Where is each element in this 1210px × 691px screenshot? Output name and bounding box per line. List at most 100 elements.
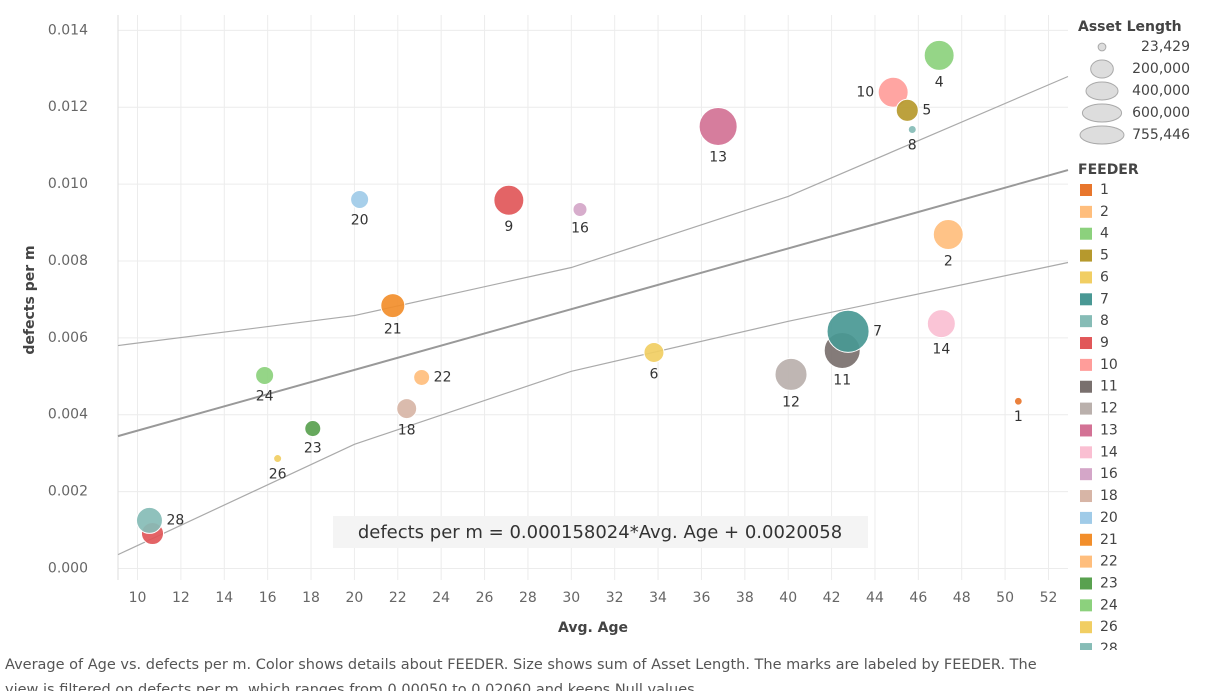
point-label: 4 bbox=[935, 74, 944, 90]
legend-label: 21 bbox=[1100, 532, 1118, 548]
x-tick-label: 24 bbox=[432, 590, 450, 606]
point-label: 9 bbox=[504, 219, 513, 235]
data-point bbox=[350, 189, 370, 210]
legend-swatch bbox=[1080, 490, 1092, 503]
data-point bbox=[932, 218, 964, 250]
legend-label: 24 bbox=[1100, 597, 1118, 613]
size-legend-label: 400,000 bbox=[1132, 83, 1190, 99]
data-point bbox=[396, 398, 418, 420]
y-tick-label: 0.004 bbox=[48, 407, 88, 423]
x-tick-label: 30 bbox=[562, 590, 580, 606]
y-tick-label: 0.008 bbox=[48, 253, 88, 269]
x-tick-label: 42 bbox=[823, 590, 841, 606]
y-tick-label: 0.000 bbox=[48, 560, 88, 576]
data-point bbox=[135, 506, 163, 534]
data-point bbox=[1013, 396, 1023, 406]
data-point bbox=[923, 39, 955, 71]
trend-line bbox=[117, 169, 1069, 438]
legend-label: 5 bbox=[1100, 248, 1109, 264]
point-label: 7 bbox=[873, 323, 882, 339]
size-legend-label: 23,429 bbox=[1141, 39, 1190, 55]
y-tick-label: 0.002 bbox=[48, 484, 88, 500]
legend-swatch bbox=[1080, 621, 1092, 634]
legend-swatch bbox=[1080, 599, 1092, 612]
annotation-box bbox=[333, 516, 868, 548]
point-label: 12 bbox=[782, 394, 800, 410]
x-tick-label: 22 bbox=[389, 590, 407, 606]
legend-title: Asset Length bbox=[1078, 19, 1182, 35]
legend-swatch bbox=[1080, 424, 1092, 437]
x-tick-label: 14 bbox=[215, 590, 233, 606]
size-legend-label: 200,000 bbox=[1132, 61, 1190, 77]
x-tick-label: 46 bbox=[909, 590, 927, 606]
legend-swatch bbox=[1080, 315, 1092, 328]
legend-label: 6 bbox=[1100, 269, 1109, 285]
legend-swatch bbox=[1080, 271, 1092, 284]
point-label: 18 bbox=[398, 423, 416, 439]
legend-label: 2 bbox=[1100, 204, 1109, 220]
point-label: 8 bbox=[908, 138, 917, 154]
data-point bbox=[926, 309, 956, 339]
x-axis-title: Avg. Age bbox=[558, 620, 628, 636]
legend-swatch bbox=[1080, 468, 1092, 481]
legend-label: 8 bbox=[1100, 313, 1109, 329]
y-axis-title: defects per m bbox=[22, 245, 38, 354]
chart: 0.000 0.002 0.004 0.006 0.008 0.010 0.012 0.014… bbox=[22, 15, 1190, 650]
point-label: 28 bbox=[166, 512, 184, 528]
legend-label: 7 bbox=[1100, 291, 1109, 307]
data-point bbox=[698, 106, 738, 146]
data-point bbox=[877, 76, 909, 108]
x-tick-label: 28 bbox=[519, 590, 537, 606]
size-legend-mark bbox=[1090, 59, 1114, 79]
legend-label: 10 bbox=[1100, 357, 1118, 373]
legend-swatch bbox=[1080, 446, 1092, 459]
data-point bbox=[413, 368, 431, 386]
size-legend-mark bbox=[1085, 81, 1119, 101]
x-tick-label: 18 bbox=[302, 590, 320, 606]
x-tick-label: 44 bbox=[866, 590, 884, 606]
size-legend-mark bbox=[1097, 42, 1107, 52]
point-label: 26 bbox=[269, 467, 287, 483]
x-tick-label: 32 bbox=[606, 590, 624, 606]
legend-label: 16 bbox=[1100, 466, 1118, 482]
legend-swatch bbox=[1080, 249, 1092, 262]
legend-label: 18 bbox=[1100, 488, 1118, 504]
legend-swatch bbox=[1080, 337, 1092, 350]
point-label: 22 bbox=[434, 369, 452, 385]
confidence-band bbox=[117, 75, 1069, 347]
legend-label: 28 bbox=[1100, 641, 1118, 650]
data-point bbox=[493, 184, 525, 216]
point-label: 16 bbox=[571, 221, 589, 237]
legend-swatch bbox=[1080, 184, 1092, 196]
point-label: 13 bbox=[709, 149, 727, 165]
legend-label: 26 bbox=[1100, 619, 1118, 635]
x-tick-label: 16 bbox=[259, 590, 277, 606]
legend-swatch bbox=[1080, 293, 1092, 306]
x-tick-label: 10 bbox=[129, 590, 147, 606]
legend-title: FEEDER bbox=[1078, 162, 1139, 178]
data-point bbox=[826, 309, 870, 353]
legend-label: 1 bbox=[1100, 182, 1109, 198]
legend-label: 13 bbox=[1100, 422, 1118, 438]
data-point bbox=[572, 201, 588, 218]
legend-swatch bbox=[1080, 205, 1092, 218]
data-point bbox=[304, 420, 322, 438]
point-label: 11 bbox=[833, 373, 851, 389]
x-tick-label: 50 bbox=[996, 590, 1014, 606]
size-legend-mark bbox=[1081, 103, 1123, 123]
size-legend-label: 600,000 bbox=[1132, 105, 1190, 121]
point-label: 23 bbox=[304, 441, 322, 457]
point-label: 1 bbox=[1014, 409, 1023, 425]
data-point bbox=[895, 98, 919, 122]
legend-label: 12 bbox=[1100, 401, 1118, 417]
legend-swatch bbox=[1080, 511, 1092, 524]
x-tick-label: 36 bbox=[693, 590, 711, 606]
size-legend-label: 755,446 bbox=[1132, 127, 1190, 143]
trend-equation: defects per m = 0.000158024*Avg. Age + 0… bbox=[358, 522, 842, 543]
legend-label: 22 bbox=[1100, 554, 1118, 570]
point-label: 24 bbox=[256, 389, 274, 405]
legend-swatch bbox=[1080, 380, 1092, 393]
point-label: 21 bbox=[384, 322, 402, 338]
legend-swatch bbox=[1080, 358, 1092, 371]
